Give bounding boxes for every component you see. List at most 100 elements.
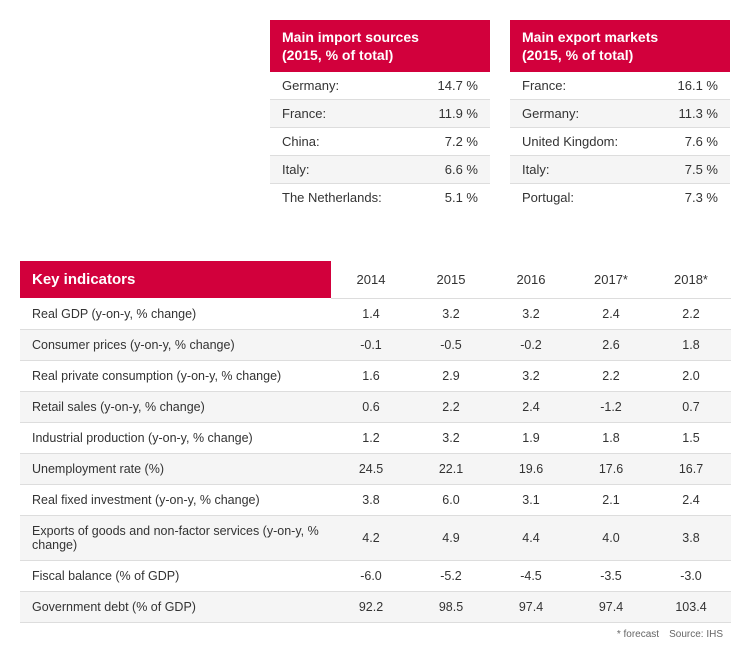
indicator-value: 1.2 (331, 422, 411, 453)
year-col: 2015 (411, 261, 491, 298)
table-row: Exports of goods and non-factor services… (20, 515, 731, 560)
country-value: 11.9 % (438, 106, 478, 121)
indicator-value: 1.4 (331, 298, 411, 329)
indicator-value: 1.9 (491, 422, 571, 453)
country-value: 16.1 % (678, 78, 718, 93)
indicator-value: 16.7 (651, 453, 731, 484)
indicator-value: 24.5 (331, 453, 411, 484)
indicator-value: 92.2 (331, 591, 411, 622)
indicator-value: 2.6 (571, 329, 651, 360)
table-row: Consumer prices (y-on-y, % change) -0.1 … (20, 329, 731, 360)
top-tables: Main import sources (2015, % of total) G… (270, 20, 731, 211)
imports-header: Main import sources (2015, % of total) (270, 20, 490, 72)
indicator-value: 2.1 (571, 484, 651, 515)
country-value: 5.1 % (445, 190, 478, 205)
exports-row: Portugal: 7.3 % (510, 184, 730, 211)
indicator-value: 2.0 (651, 360, 731, 391)
table-row: Government debt (% of GDP) 92.2 98.5 97.… (20, 591, 731, 622)
indicator-value: 2.4 (571, 298, 651, 329)
imports-row: The Netherlands: 5.1 % (270, 184, 490, 211)
indicator-value: 98.5 (411, 591, 491, 622)
indicator-value: 2.4 (651, 484, 731, 515)
indicator-value: 4.2 (331, 515, 411, 560)
indicator-value: 3.2 (491, 360, 571, 391)
indicator-value: 6.0 (411, 484, 491, 515)
country-value: 11.3 % (678, 106, 718, 121)
key-header-label: Key indicators (20, 261, 331, 298)
table-row: Unemployment rate (%) 24.5 22.1 19.6 17.… (20, 453, 731, 484)
indicator-value: 2.2 (411, 391, 491, 422)
indicator-value: -5.2 (411, 560, 491, 591)
year-col: 2016 (491, 261, 571, 298)
indicator-value: 22.1 (411, 453, 491, 484)
indicator-value: -1.2 (571, 391, 651, 422)
indicator-value: -0.2 (491, 329, 571, 360)
indicator-value: -4.5 (491, 560, 571, 591)
indicator-value: 3.2 (411, 422, 491, 453)
indicator-value: 4.0 (571, 515, 651, 560)
table-row: Industrial production (y-on-y, % change)… (20, 422, 731, 453)
indicator-value: 1.5 (651, 422, 731, 453)
indicator-label: Government debt (% of GDP) (20, 591, 331, 622)
indicator-value: -3.5 (571, 560, 651, 591)
country-label: United Kingdom: (522, 134, 618, 149)
indicator-value: 1.6 (331, 360, 411, 391)
indicator-value: 0.6 (331, 391, 411, 422)
indicator-value: 19.6 (491, 453, 571, 484)
indicator-value: -0.1 (331, 329, 411, 360)
exports-title-1: Main export markets (522, 28, 718, 46)
indicator-value: 97.4 (491, 591, 571, 622)
footnote: * forecast Source: IHS (20, 629, 731, 640)
table-row: Real private consumption (y-on-y, % chan… (20, 360, 731, 391)
year-col: 2017* (571, 261, 651, 298)
indicator-value: 4.9 (411, 515, 491, 560)
indicator-value: 97.4 (571, 591, 651, 622)
indicator-value: 0.7 (651, 391, 731, 422)
indicator-label: Real GDP (y-on-y, % change) (20, 298, 331, 329)
indicator-value: -0.5 (411, 329, 491, 360)
indicator-label: Retail sales (y-on-y, % change) (20, 391, 331, 422)
indicator-value: 3.2 (491, 298, 571, 329)
indicator-label: Fiscal balance (% of GDP) (20, 560, 331, 591)
indicator-label: Consumer prices (y-on-y, % change) (20, 329, 331, 360)
country-value: 14.7 % (438, 78, 478, 93)
indicator-value: -3.0 (651, 560, 731, 591)
indicator-value: 3.8 (651, 515, 731, 560)
country-value: 7.6 % (685, 134, 718, 149)
country-label: Germany: (522, 106, 579, 121)
indicator-value: -6.0 (331, 560, 411, 591)
imports-row: China: 7.2 % (270, 128, 490, 156)
country-label: Germany: (282, 78, 339, 93)
country-label: China: (282, 134, 320, 149)
country-label: Italy: (282, 162, 309, 177)
indicator-label: Real private consumption (y-on-y, % chan… (20, 360, 331, 391)
table-row: Fiscal balance (% of GDP) -6.0 -5.2 -4.5… (20, 560, 731, 591)
key-body: Real GDP (y-on-y, % change) 1.4 3.2 3.2 … (20, 298, 731, 622)
indicator-value: 3.1 (491, 484, 571, 515)
exports-header: Main export markets (2015, % of total) (510, 20, 730, 72)
exports-title-2: (2015, % of total) (522, 46, 718, 64)
country-label: Portugal: (522, 190, 574, 205)
imports-row: Germany: 14.7 % (270, 72, 490, 100)
table-row: Retail sales (y-on-y, % change) 0.6 2.2 … (20, 391, 731, 422)
imports-title-1: Main import sources (282, 28, 478, 46)
indicator-value: 2.4 (491, 391, 571, 422)
key-indicators-table: Key indicators 2014 2015 2016 2017* 2018… (20, 261, 731, 623)
indicator-value: 1.8 (651, 329, 731, 360)
country-value: 7.2 % (445, 134, 478, 149)
indicator-value: 17.6 (571, 453, 651, 484)
country-label: Italy: (522, 162, 549, 177)
exports-row: United Kingdom: 7.6 % (510, 128, 730, 156)
country-value: 7.3 % (685, 190, 718, 205)
year-col: 2014 (331, 261, 411, 298)
year-col: 2018* (651, 261, 731, 298)
indicator-value: 2.2 (651, 298, 731, 329)
imports-title-2: (2015, % of total) (282, 46, 478, 64)
exports-table: Main export markets (2015, % of total) F… (510, 20, 730, 211)
indicator-value: 103.4 (651, 591, 731, 622)
country-label: The Netherlands: (282, 190, 382, 205)
indicator-value: 2.9 (411, 360, 491, 391)
indicator-label: Unemployment rate (%) (20, 453, 331, 484)
indicator-label: Exports of goods and non-factor services… (20, 515, 331, 560)
exports-row: Italy: 7.5 % (510, 156, 730, 184)
